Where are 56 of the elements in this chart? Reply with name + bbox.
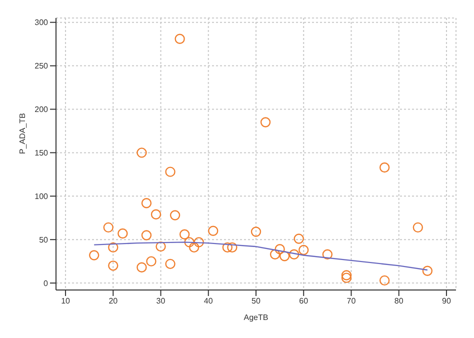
y-tick-label: 100 (34, 192, 49, 201)
x-tick-label: 10 (61, 296, 71, 306)
point (208, 226, 218, 236)
point (288, 249, 300, 260)
point (141, 198, 152, 208)
point (88, 250, 100, 260)
y-tick-label: 150 (34, 148, 49, 158)
point (379, 275, 390, 286)
y-tick-label: 200 (34, 105, 49, 114)
x-axis-title: AgeTB (244, 313, 268, 322)
point (270, 249, 280, 260)
point (250, 226, 262, 237)
point (194, 237, 204, 248)
point (103, 222, 114, 233)
point (136, 148, 147, 158)
point (108, 260, 118, 271)
y-axis-title: P_ADA_TB (18, 113, 27, 154)
point (322, 249, 333, 260)
x-tick-label: 60 (299, 296, 309, 306)
x-tick-label: 50 (252, 296, 261, 306)
point (150, 209, 162, 220)
point (260, 117, 271, 128)
x-tick-label: 30 (156, 296, 166, 306)
point (136, 262, 147, 273)
point (174, 34, 185, 44)
point (188, 242, 200, 253)
point (179, 229, 190, 240)
x-tick-label: 80 (394, 296, 404, 306)
point (165, 166, 176, 177)
point (146, 256, 156, 266)
point (222, 242, 233, 253)
x-tick-label: 70 (346, 296, 356, 306)
point (274, 244, 285, 254)
point (341, 272, 352, 283)
point (156, 241, 166, 252)
point (298, 244, 309, 256)
x-tick-label: 90 (442, 296, 452, 306)
point (141, 230, 152, 240)
point (170, 210, 180, 220)
point (294, 234, 304, 244)
x-tick-label: 40 (204, 296, 214, 306)
point (422, 266, 433, 276)
y-tick-label: 0 (44, 278, 49, 288)
point (118, 228, 128, 239)
y-tick-label: 300 (34, 18, 49, 28)
y-tick-label: 250 (34, 62, 49, 71)
point (184, 237, 194, 248)
point (341, 270, 352, 280)
point (165, 258, 176, 270)
point (412, 222, 424, 233)
point (279, 251, 290, 262)
point (379, 162, 390, 173)
x-tick-label: 20 (108, 296, 118, 306)
point (108, 242, 118, 253)
point (227, 242, 238, 253)
y-tick-label: 50 (39, 235, 49, 244)
